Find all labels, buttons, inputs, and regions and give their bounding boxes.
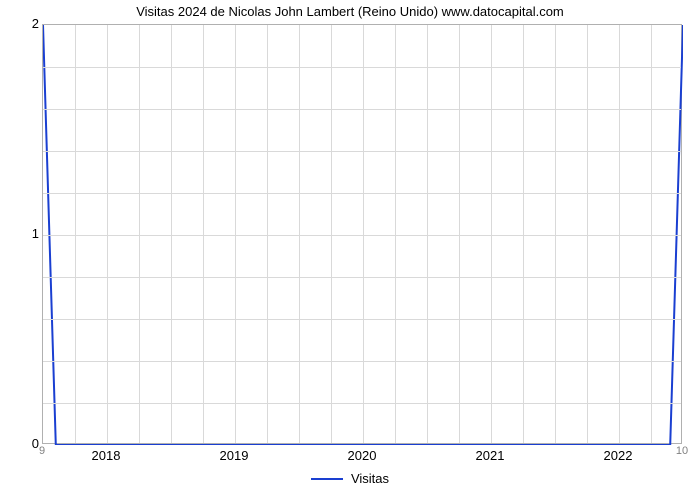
gridline-vertical (299, 25, 300, 443)
x-axis-tick-label: 2020 (348, 448, 377, 463)
gridline-vertical (427, 25, 428, 443)
x-axis-endpoint-label: 9 (39, 445, 45, 457)
gridline-vertical (651, 25, 652, 443)
y-axis-tick-label: 0 (9, 436, 39, 451)
gridline-vertical (619, 25, 620, 443)
x-axis-tick-label: 2021 (476, 448, 505, 463)
legend-swatch (311, 478, 343, 480)
gridline-vertical (203, 25, 204, 443)
legend-label: Visitas (351, 471, 389, 486)
x-axis-tick-label: 2022 (604, 448, 633, 463)
chart-title: Visitas 2024 de Nicolas John Lambert (Re… (0, 4, 700, 19)
gridline-vertical (107, 25, 108, 443)
gridline-vertical (523, 25, 524, 443)
gridline-vertical (267, 25, 268, 443)
gridline-vertical (395, 25, 396, 443)
gridline-vertical (459, 25, 460, 443)
gridline-vertical (363, 25, 364, 443)
y-axis-tick-label: 2 (9, 16, 39, 31)
gridline-vertical (139, 25, 140, 443)
gridline-vertical (331, 25, 332, 443)
x-axis-tick-label: 2019 (220, 448, 249, 463)
gridline-vertical (587, 25, 588, 443)
gridline-vertical (555, 25, 556, 443)
gridline-vertical (491, 25, 492, 443)
x-axis-endpoint-label: 10 (676, 445, 688, 457)
chart-legend: Visitas (0, 470, 700, 486)
x-axis-tick-label: 2018 (92, 448, 121, 463)
gridline-vertical (75, 25, 76, 443)
gridline-vertical (171, 25, 172, 443)
plot-area (42, 24, 682, 444)
chart-container: Visitas 2024 de Nicolas John Lambert (Re… (0, 0, 700, 500)
y-axis-tick-label: 1 (9, 226, 39, 241)
gridline-vertical (235, 25, 236, 443)
